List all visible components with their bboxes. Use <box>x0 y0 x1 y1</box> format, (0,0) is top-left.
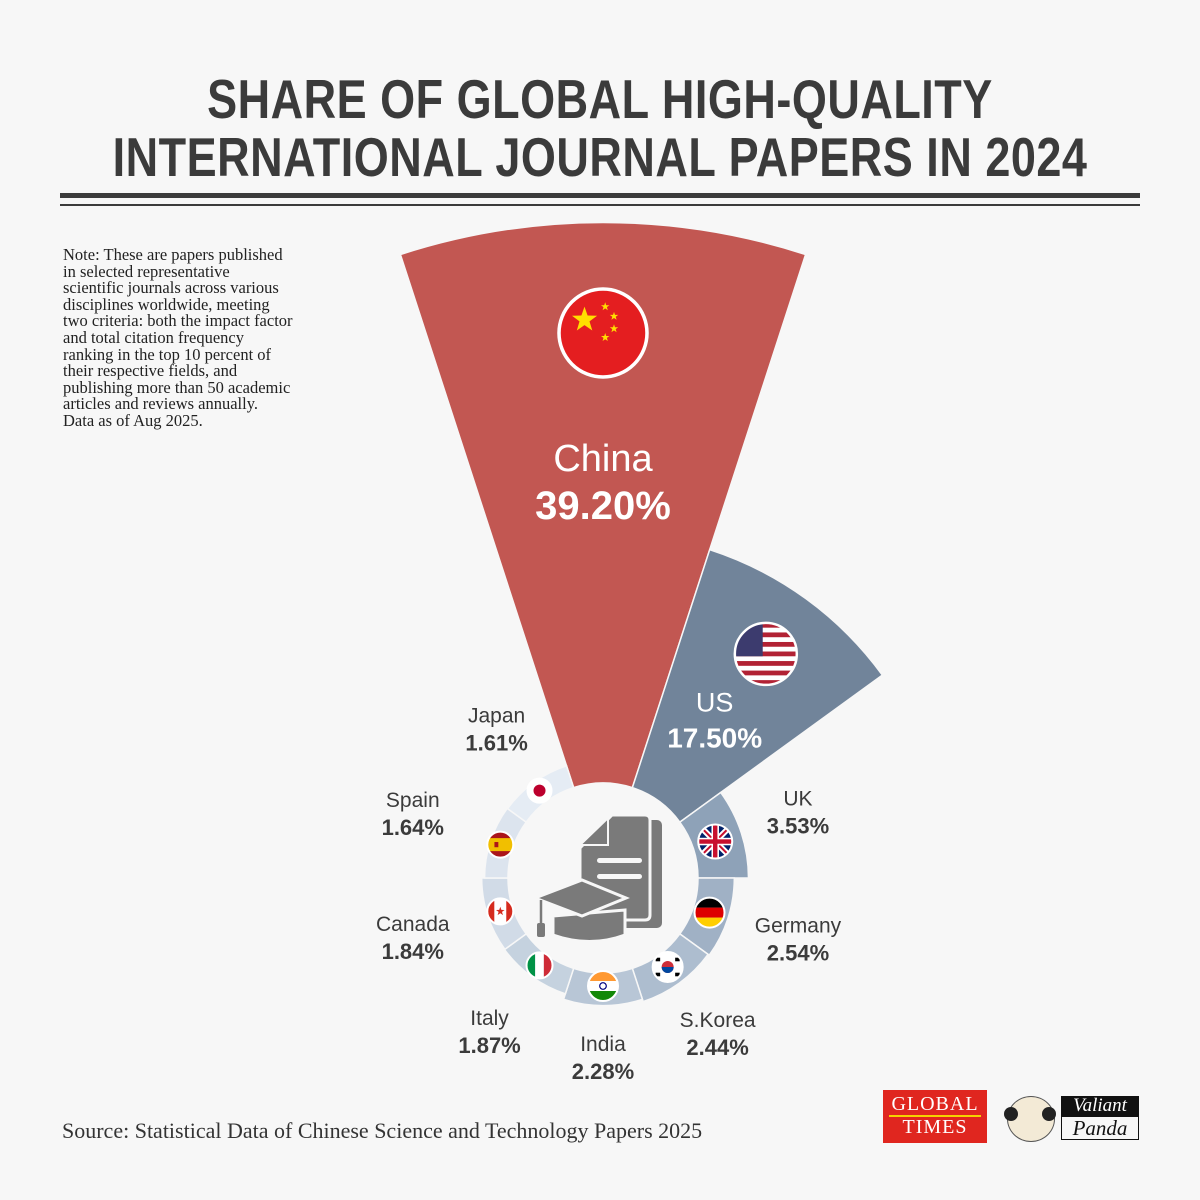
note-text: Note: These are papers published in sele… <box>63 245 293 430</box>
label-name-india: India <box>580 1033 626 1056</box>
flag-gb-icon <box>697 823 734 860</box>
flag-cn-icon <box>557 287 649 379</box>
label-name-us: US <box>696 687 734 717</box>
title-line-1: SHARE OF GLOBAL HIGH-QUALITY <box>207 68 993 131</box>
label-value-uk: 3.53% <box>767 814 829 839</box>
label-name-uk: UK <box>783 788 812 811</box>
divider-thick <box>60 193 1140 198</box>
label-name-china: China <box>553 438 653 480</box>
valiant-panda-logo-line2: Panda <box>1061 1116 1139 1140</box>
valiant-panda-logo-line1: Valiant <box>1061 1096 1139 1116</box>
flag-de-icon <box>693 896 726 929</box>
label-name-canada: Canada <box>376 913 450 936</box>
label-name-japan: Japan <box>468 705 525 728</box>
flag-it-icon <box>525 951 554 980</box>
label-value-us: 17.50% <box>667 722 762 753</box>
global-times-logo-line2: TIMES <box>902 1116 968 1138</box>
label-value-skorea: 2.44% <box>686 1035 748 1060</box>
label-name-italy: Italy <box>470 1007 509 1030</box>
graduation-cap-document-icon <box>530 813 662 943</box>
label-value-china: 39.20% <box>535 484 671 528</box>
label-value-italy: 1.87% <box>458 1033 520 1058</box>
label-value-japan: 1.61% <box>465 731 527 756</box>
flag-ca-icon <box>486 897 515 926</box>
label-value-canada: 1.84% <box>382 939 444 964</box>
flag-in-icon <box>587 970 619 1002</box>
divider-thin <box>60 204 1140 206</box>
flag-kr-icon <box>651 950 684 983</box>
label-value-spain: 1.64% <box>382 815 444 840</box>
valiant-panda-logo: Valiant Panda <box>1004 1090 1140 1145</box>
flag-jp-icon <box>526 777 553 804</box>
panda-icon <box>1004 1096 1056 1142</box>
label-name-germany: Germany <box>755 914 842 937</box>
global-times-logo: GLOBAL TIMES <box>883 1090 987 1143</box>
label-value-india: 2.28% <box>572 1059 634 1084</box>
title-line-2: INTERNATIONAL JOURNAL PAPERS IN 2024 <box>112 126 1088 189</box>
global-times-logo-line1: GLOBAL <box>891 1093 979 1115</box>
label-name-skorea: S.Korea <box>680 1009 756 1032</box>
flag-us-icon <box>733 621 799 687</box>
label-value-germany: 2.54% <box>767 940 829 965</box>
flag-es-icon <box>486 830 515 859</box>
label-name-spain: Spain <box>386 789 440 812</box>
source-text: Source: Statistical Data of Chinese Scie… <box>62 1118 703 1143</box>
